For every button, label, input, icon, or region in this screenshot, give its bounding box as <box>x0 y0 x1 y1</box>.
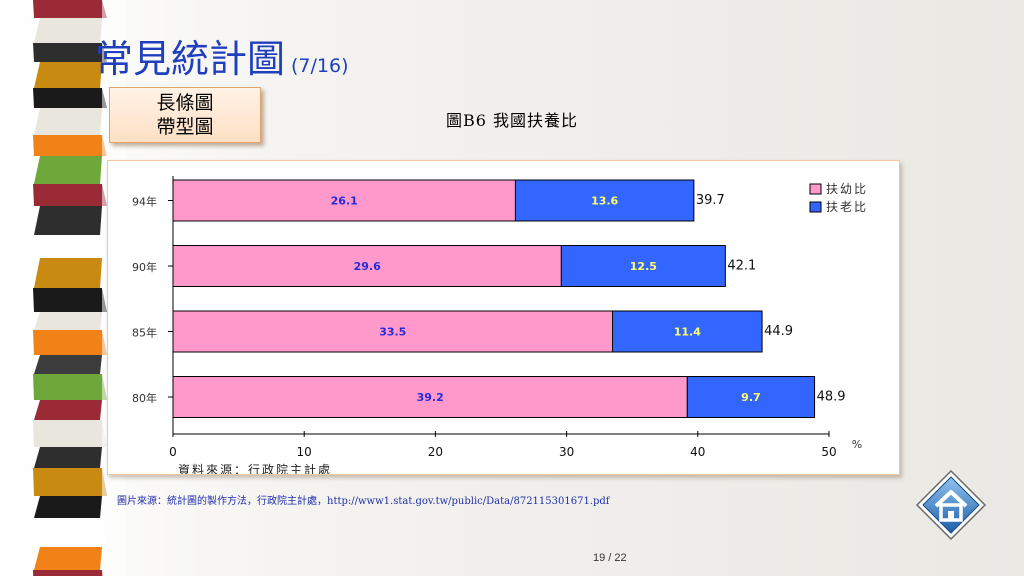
bar-youth-4 <box>172 376 688 418</box>
x-tick-label-10: 10 <box>297 445 312 459</box>
slide-title-text: 常見統計圖 <box>95 37 286 81</box>
page-indicator: (7/16) <box>291 55 349 77</box>
source-note: 資料來源：行政院主計處 <box>178 462 332 474</box>
legend-swatch-youth <box>809 183 822 195</box>
legend-swatch-elderly <box>809 201 822 213</box>
total-label-4: 48.9 <box>817 390 846 405</box>
data-label-youth-4: 39.2 <box>417 391 444 404</box>
data-label-elderly-1: 13.6 <box>591 195 618 208</box>
category-label-4: 80年 <box>132 391 157 405</box>
chart-type-tag: 長條圖 帶型圖 <box>109 87 261 143</box>
x-tick-label-20: 20 <box>428 445 443 459</box>
x-tick-label-40: 40 <box>690 445 705 459</box>
total-label-3: 44.9 <box>764 324 793 339</box>
data-label-youth-1: 26.1 <box>331 195 358 208</box>
total-label-1: 39.7 <box>696 193 725 208</box>
data-label-youth-3: 33.5 <box>379 326 406 339</box>
category-label-2: 90年 <box>132 260 157 274</box>
home-icon <box>915 469 987 541</box>
x-tick-label-50: 50 <box>821 445 836 459</box>
data-label-elderly-4: 9.7 <box>741 391 761 404</box>
bar-elderly-1 <box>514 179 695 222</box>
x-unit-label: % <box>852 438 862 451</box>
legend-label-youth: 扶幼比 <box>826 181 868 196</box>
data-label-youth-2: 29.6 <box>354 260 381 273</box>
slide-number: 19 / 22 <box>593 552 627 564</box>
bar-elderly-4 <box>686 376 816 418</box>
tag-line-bar-chart: 長條圖 <box>156 92 214 114</box>
bar-youth-1 <box>172 179 516 222</box>
bar-elderly-2 <box>560 245 726 287</box>
tag-line-band-chart: 帶型圖 <box>156 116 214 138</box>
bar-youth-2 <box>172 245 562 287</box>
data-label-elderly-3: 11.4 <box>674 326 701 339</box>
chart-frame: 94年 26.1 13.6 39.7 90年 29.6 12.5 42.1 85年 33.5 11.… <box>107 160 900 475</box>
dependency-ratio-chart: 94年 26.1 13.6 39.7 90年 29.6 12.5 42.1 85年 33.5 11.… <box>132 176 868 474</box>
category-label-1: 94年 <box>132 195 157 209</box>
x-tick-label-30: 30 <box>559 445 574 459</box>
slide-title: 常見統計圖 (7/16) <box>95 28 349 83</box>
data-label-elderly-2: 12.5 <box>630 260 657 273</box>
image-source-caption: 圖片來源：統計圖的製作方法，行政院主計處，http://www1.stat.go… <box>117 496 610 507</box>
total-label-2: 42.1 <box>727 259 756 274</box>
legend-label-elderly: 扶老比 <box>826 199 868 214</box>
category-label-3: 85年 <box>132 326 157 340</box>
decorative-stripe-band <box>33 0 125 576</box>
chart-heading: 圖B6 我國扶養比 <box>446 111 579 130</box>
home-button[interactable] <box>914 468 988 542</box>
x-tick-label-0: 0 <box>169 445 177 459</box>
bar-elderly-3 <box>612 310 763 353</box>
